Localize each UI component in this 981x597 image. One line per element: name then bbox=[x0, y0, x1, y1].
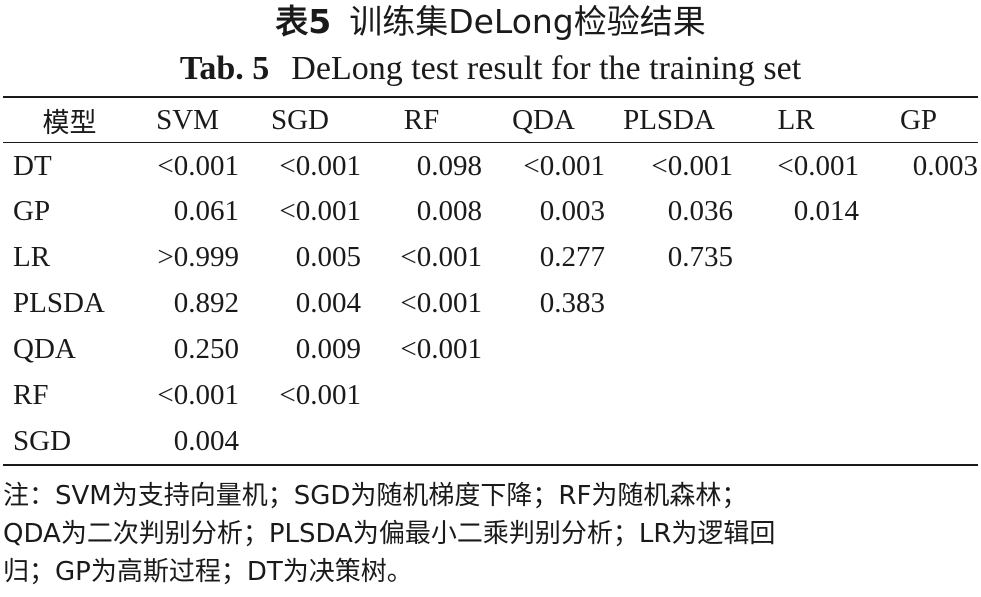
table-cell bbox=[605, 418, 733, 464]
footnote-line: 注：SVM为支持向量机；SGD为随机梯度下降；RF为随机森林； bbox=[3, 481, 748, 511]
table-cell: <0.001 bbox=[651, 149, 733, 182]
table-cell bbox=[733, 372, 859, 418]
table-cell bbox=[733, 326, 859, 372]
column-header-model: 模型 bbox=[42, 107, 97, 139]
table-title-english: Tab. 5 DeLong test result for the trainin… bbox=[0, 48, 981, 90]
table-cell bbox=[361, 372, 482, 418]
table-header-rule bbox=[3, 142, 978, 143]
column-header-qda: QDA bbox=[512, 103, 575, 136]
table-row: LR >0.999 0.005 <0.001 0.277 0.735 bbox=[3, 234, 978, 280]
column-header-gp: GP bbox=[899, 103, 938, 136]
footnote-line: QDA为二次判别分析；PLSDA为偏最小二乘判别分析；LR为逻辑回 bbox=[3, 519, 776, 549]
table-cell: 0.014 bbox=[793, 194, 859, 227]
table-cell: >0.999 bbox=[157, 240, 239, 273]
table-cell bbox=[482, 372, 605, 418]
table-cell bbox=[605, 326, 733, 372]
table-row: DT <0.001 <0.001 0.098 <0.001 <0.001 <0.… bbox=[3, 142, 978, 188]
row-label: SGD bbox=[13, 424, 72, 457]
table-row: GP 0.061 <0.001 0.008 0.003 0.036 0.014 bbox=[3, 188, 978, 234]
table-footnote: 注：SVM为支持向量机；SGD为随机梯度下降；RF为随机森林； QDA为二次判别… bbox=[3, 477, 978, 591]
table-cell: <0.001 bbox=[523, 149, 605, 182]
table-cell bbox=[859, 280, 978, 326]
column-header-rf: RF bbox=[403, 103, 440, 136]
table-cell bbox=[859, 418, 978, 464]
table-cell: 0.098 bbox=[416, 149, 482, 182]
row-label: DT bbox=[13, 149, 52, 182]
table-cell bbox=[361, 418, 482, 464]
table-cell: <0.001 bbox=[777, 149, 859, 182]
footnote-line: 归；GP为高斯过程；DT为决策树。 bbox=[3, 557, 413, 587]
column-header-lr: LR bbox=[777, 103, 815, 136]
row-label: GP bbox=[13, 194, 51, 227]
table-cell: 0.004 bbox=[173, 424, 239, 457]
column-header-sgd: SGD bbox=[270, 103, 329, 136]
table-cell bbox=[733, 280, 859, 326]
table-cell: 0.061 bbox=[173, 194, 239, 227]
table-cell: <0.001 bbox=[400, 286, 482, 319]
table-cell bbox=[733, 234, 859, 280]
table-cell: <0.001 bbox=[400, 240, 482, 273]
table-cell: <0.001 bbox=[279, 149, 361, 182]
table-row: RF <0.001 <0.001 bbox=[3, 372, 978, 418]
table-row: SGD 0.004 bbox=[3, 418, 978, 464]
table-cell bbox=[482, 418, 605, 464]
table-cell: 0.277 bbox=[539, 240, 605, 273]
delong-result-table: 模型 SVM SGD RF QDA PLSDA LR GP DT <0.001 … bbox=[3, 98, 978, 464]
table-cell: <0.001 bbox=[157, 378, 239, 411]
row-label: RF bbox=[13, 378, 49, 411]
table-cell: 0.003 bbox=[912, 149, 978, 182]
table-cell bbox=[859, 372, 978, 418]
table-cell bbox=[605, 372, 733, 418]
table-cell: 0.004 bbox=[295, 286, 361, 319]
table-cell: 0.250 bbox=[173, 332, 239, 365]
table-cell: 0.383 bbox=[539, 286, 605, 319]
table-cell: <0.001 bbox=[279, 378, 361, 411]
table-cell bbox=[239, 418, 361, 464]
column-header-svm: SVM bbox=[156, 103, 219, 136]
table-cell bbox=[859, 234, 978, 280]
row-label: PLSDA bbox=[13, 286, 105, 319]
table-row: PLSDA 0.892 0.004 <0.001 0.383 bbox=[3, 280, 978, 326]
table-number-english: Tab. 5 bbox=[179, 50, 270, 87]
table-cell: 0.005 bbox=[295, 240, 361, 273]
table-cell: 0.003 bbox=[539, 194, 605, 227]
table-cell: <0.001 bbox=[157, 149, 239, 182]
table-cell bbox=[605, 280, 733, 326]
table-header-row: 模型 SVM SGD RF QDA PLSDA LR GP bbox=[3, 98, 978, 142]
table-cell: <0.001 bbox=[400, 332, 482, 365]
table-cell: <0.001 bbox=[279, 194, 361, 227]
table-cell: 0.735 bbox=[667, 240, 733, 273]
table-caption-english: DeLong test result for the training set bbox=[291, 50, 802, 87]
column-header-plsda: PLSDA bbox=[623, 103, 715, 136]
table-cell: 0.036 bbox=[667, 194, 733, 227]
table-bottom-rule bbox=[3, 464, 978, 466]
table-caption-chinese: 训练集DeLong检验结果 bbox=[349, 2, 706, 41]
table-row: QDA 0.250 0.009 <0.001 bbox=[3, 326, 978, 372]
row-label: QDA bbox=[13, 332, 76, 365]
table-cell bbox=[859, 188, 978, 234]
table-top-rule bbox=[3, 96, 978, 98]
row-label: LR bbox=[13, 240, 51, 273]
table-number-chinese: 表5 bbox=[275, 2, 332, 41]
table-title-chinese: 表5 训练集DeLong检验结果 bbox=[0, 2, 981, 42]
table-cell: 0.892 bbox=[173, 286, 239, 319]
table-cell bbox=[482, 326, 605, 372]
table-cell bbox=[859, 326, 978, 372]
table-cell: 0.009 bbox=[295, 332, 361, 365]
table-cell bbox=[733, 418, 859, 464]
table-cell: 0.008 bbox=[416, 194, 482, 227]
